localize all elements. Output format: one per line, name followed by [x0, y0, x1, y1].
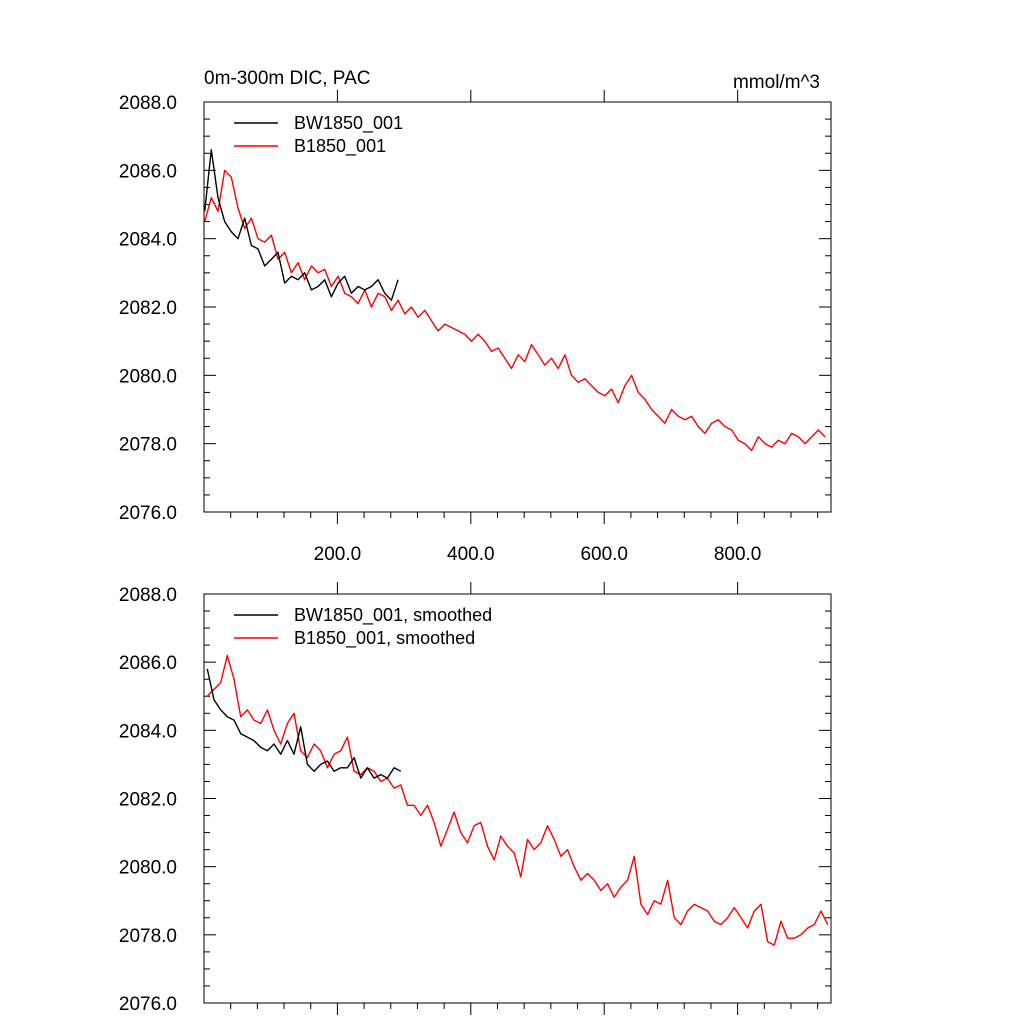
legend-label: B1850_001, smoothed — [294, 628, 475, 649]
smoothed-panel: 2076.0 2078.0 2080.0 2082.0 2084.0 2086.0 2088… — [119, 582, 832, 1015]
x-tick-label: 400.0 — [447, 544, 495, 565]
legend-label: BW1850_001, smoothed — [294, 605, 492, 626]
series-line-0 — [204, 149, 399, 301]
y-tick-label: 2080.0 — [119, 366, 177, 387]
y-tick-label: 2082.0 — [119, 298, 177, 319]
x-tick-label: 800.0 — [714, 544, 762, 565]
y-tick-label: 2082.0 — [119, 790, 177, 811]
units-label: mmol/m^3 — [733, 72, 820, 93]
y-tick-label: 2088.0 — [119, 93, 177, 114]
x-tick-label: 600.0 — [580, 544, 628, 565]
y-tick-label: 2076.0 — [119, 503, 177, 524]
series-line-1 — [204, 169, 826, 452]
legend-label: B1850_001 — [294, 136, 386, 157]
plot-frame — [203, 593, 832, 1004]
y-tick-label: 2084.0 — [119, 230, 177, 251]
plot-frame — [203, 101, 832, 513]
chart-title: 0m-300m DIC, PAC — [204, 68, 370, 89]
legend-label: BW1850_001 — [294, 113, 403, 134]
x-tick-label: 200.0 — [314, 544, 362, 565]
y-tick-label: 2078.0 — [119, 435, 177, 456]
y-tick-label: 2088.0 — [119, 585, 177, 606]
y-tick-label: 2076.0 — [119, 994, 177, 1015]
y-tick-label: 2084.0 — [119, 721, 177, 742]
series-line-0 — [206, 668, 402, 779]
y-tick-label: 2078.0 — [119, 926, 177, 947]
raw-panel: 2076.0 2078.0 2080.0 2082.0 2084.0 2086.0 2088… — [119, 90, 832, 565]
y-tick-label: 2086.0 — [119, 653, 177, 674]
y-tick-label: 2080.0 — [119, 858, 177, 879]
series-line-1 — [206, 654, 829, 946]
y-tick-label: 2086.0 — [119, 161, 177, 182]
